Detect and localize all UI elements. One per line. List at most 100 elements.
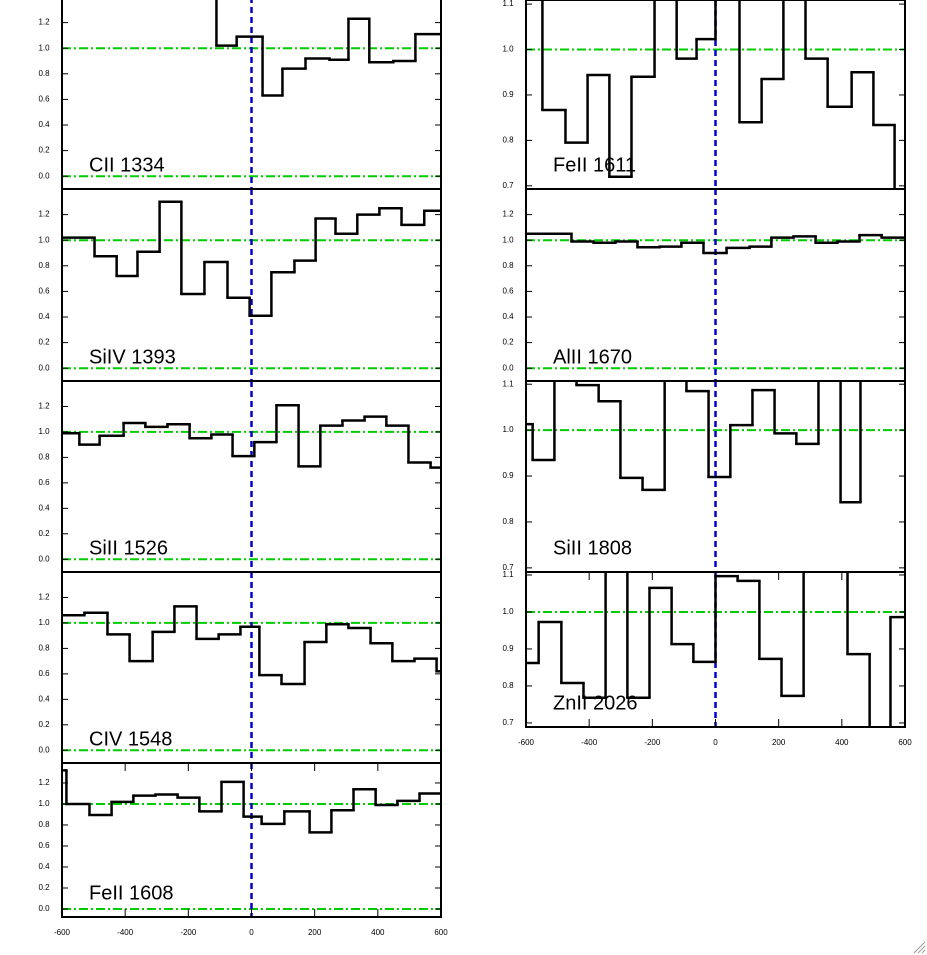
y-tick-label: 1.2: [38, 210, 50, 219]
y-tick-label: 1.0: [38, 618, 50, 627]
plot-area: [62, 189, 441, 381]
y-tick-label: 1.0: [502, 607, 514, 616]
panel: 0.7 0.8 0.9 1.0 1.1 FeII 1611: [502, 0, 906, 190]
plot-area: [526, 572, 905, 727]
y-tick-label: 0.6: [38, 841, 50, 850]
y-tick-label: 1.2: [502, 210, 514, 219]
grip-line: [913, 941, 926, 954]
plot-area: [62, 0, 441, 189]
transition-label: AlII 1670: [553, 346, 632, 368]
y-tick-label: 0.8: [502, 517, 514, 526]
transition-label: SiIV 1393: [89, 346, 176, 368]
y-tick-label: 0.6: [38, 287, 50, 296]
transition-label: CIV 1548: [89, 728, 172, 750]
y-tick-label: 0.2: [38, 720, 50, 729]
y-tick-label: 1.0: [38, 427, 50, 436]
y-tick-label: 0.8: [38, 453, 50, 462]
x-tick-label: -200: [180, 928, 197, 937]
y-tick-label: 0.7: [502, 563, 514, 572]
plot-area: [526, 189, 905, 381]
y-tick-label: 1.0: [502, 45, 514, 54]
y-tick-label: 0.8: [38, 820, 50, 829]
y-tick-label: 1.1: [502, 570, 514, 579]
panel: 0.0 0.2 0.4 0.6 0.8 1.0 1.2 CIV 1548: [38, 571, 442, 764]
x-tick-label: 400: [371, 928, 385, 937]
x-tick-label: 600: [898, 738, 912, 747]
y-tick-label: 1.2: [38, 402, 50, 411]
y-tick-label: 0.2: [38, 529, 50, 538]
y-tick-label: 1.1: [502, 379, 514, 388]
y-tick-label: 0.4: [38, 503, 50, 512]
y-tick-label: 0.4: [38, 694, 50, 703]
y-tick-label: 1.2: [38, 593, 50, 602]
transition-label: SiII 1808: [553, 537, 632, 559]
plot-area: [526, 0, 905, 189]
x-tick-label: 200: [772, 738, 786, 747]
panel: 0.0 0.2 0.4 0.6 0.8 1.0 1.2 CII 1334: [38, 0, 442, 190]
transition-label: SiII 1526: [89, 537, 168, 559]
y-tick-label: 0.4: [502, 312, 514, 321]
x-tick-label: 0: [249, 928, 254, 937]
transition-label: FeII 1608: [89, 882, 174, 904]
transition-label: FeII 1611: [553, 154, 636, 176]
plot-area: [526, 381, 905, 572]
y-tick-label: 0.8: [38, 644, 50, 653]
y-tick-label: 0.6: [38, 478, 50, 487]
y-tick-label: 1.0: [502, 235, 514, 244]
y-tick-label: 1.2: [38, 778, 50, 787]
y-tick-label: 0.0: [502, 363, 514, 372]
y-tick-label: 0.0: [38, 904, 50, 913]
x-tick-label: -400: [581, 738, 598, 747]
y-tick-label: 0.2: [38, 338, 50, 347]
y-tick-label: 0.8: [502, 681, 514, 690]
transition-label: CII 1334: [89, 154, 165, 176]
transition-label: ZnII 2026: [553, 692, 638, 714]
y-tick-label: 0.9: [502, 644, 514, 653]
plot-area: [62, 381, 441, 572]
y-tick-label: 0.8: [502, 261, 514, 270]
y-tick-label: 1.2: [38, 18, 50, 27]
y-tick-label: 1.0: [38, 799, 50, 808]
y-tick-label: 0.8: [502, 135, 514, 144]
y-tick-label: 0.2: [38, 146, 50, 155]
x-tick-label: -200: [644, 738, 661, 747]
y-tick-label: 0.6: [38, 669, 50, 678]
y-tick-label: 0.0: [38, 363, 50, 372]
x-tick-label: 400: [835, 738, 849, 747]
y-tick-label: 0.8: [38, 69, 50, 78]
panel: 0.7 0.8 0.9 1.0 1.1 SiII 1808: [502, 379, 906, 573]
y-tick-label: 0.0: [38, 171, 50, 180]
y-tick-label: 0.2: [38, 883, 50, 892]
y-tick-label: 0.7: [502, 718, 514, 727]
y-tick-label: 0.9: [502, 471, 514, 480]
plot-area: [62, 763, 441, 917]
y-tick-label: 1.0: [38, 43, 50, 52]
plot-area: [62, 572, 441, 763]
y-tick-label: 0.4: [38, 312, 50, 321]
resize-grip: [913, 941, 926, 954]
x-tick-label: 0: [713, 738, 718, 747]
panel: 0.0 0.2 0.4 0.6 0.8 1.0 1.2 -600 -400 -200 0 200 400…: [38, 762, 448, 937]
x-tick-label: -600: [54, 928, 71, 937]
y-tick-label: 0.0: [38, 554, 50, 563]
y-tick-label: 0.9: [502, 90, 514, 99]
x-tick-label: 600: [434, 928, 448, 937]
grip-line: [921, 949, 926, 954]
panel: 0.0 0.2 0.4 0.6 0.8 1.0 1.2 SiII 1526: [38, 380, 442, 573]
y-tick-label: 0.6: [38, 95, 50, 104]
x-tick-label: -600: [518, 738, 535, 747]
y-tick-label: 1.0: [502, 425, 514, 434]
y-tick-label: 0.0: [38, 745, 50, 754]
x-tick-label: 200: [308, 928, 322, 937]
grip-line: [917, 945, 926, 954]
panel: 0.0 0.2 0.4 0.6 0.8 1.0 1.2 SiIV 1393: [38, 188, 442, 382]
y-tick-label: 0.2: [502, 338, 514, 347]
y-tick-label: 0.4: [38, 862, 50, 871]
panel: 0.7 0.8 0.9 1.0 1.1 -600 -400 -200 0 200 400 600 ZnI…: [502, 570, 912, 747]
panel: 0.0 0.2 0.4 0.6 0.8 1.0 1.2 AlII 1670: [502, 188, 906, 382]
y-tick-label: 0.7: [502, 181, 514, 190]
y-tick-label: 1.0: [38, 235, 50, 244]
y-tick-label: 0.4: [38, 120, 50, 129]
y-tick-label: 1.1: [502, 0, 514, 8]
